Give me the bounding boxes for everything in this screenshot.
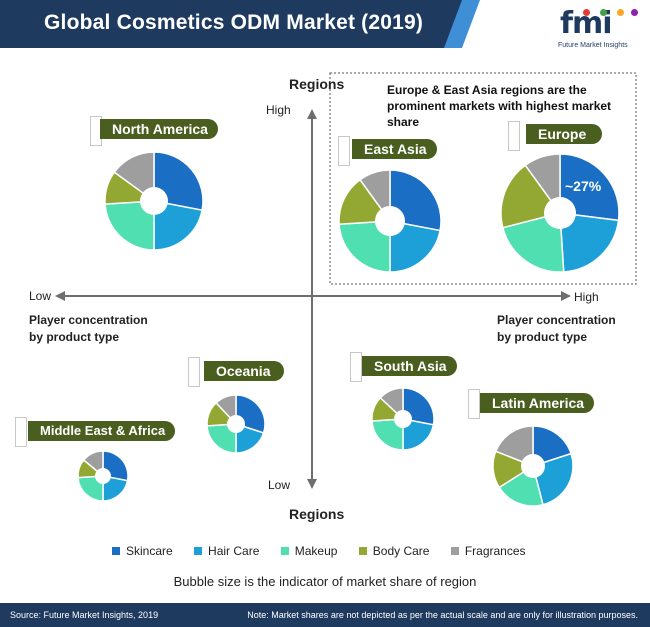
logo-dot-green bbox=[600, 9, 607, 16]
callout-text: Europe & East Asia regions are the promi… bbox=[387, 83, 612, 129]
legend-label-skincare: Skincare bbox=[126, 544, 173, 558]
header: Global Cosmetics ODM Market (2019) fmi F… bbox=[0, 0, 650, 49]
region-label-europe: Europe bbox=[526, 124, 603, 144]
callout-box bbox=[329, 72, 637, 285]
slice-oceania-makeup bbox=[206, 423, 237, 454]
page-title: Global Cosmetics ODM Market (2019) bbox=[44, 11, 424, 34]
logo-tagline: Future Market Insights bbox=[558, 42, 628, 49]
slice-latin-america-fragrances bbox=[494, 425, 534, 468]
tag-flag-latin-america bbox=[468, 389, 480, 419]
donut-hole-east-asia bbox=[375, 206, 405, 236]
donut-hole-south-asia bbox=[394, 410, 412, 428]
slice-east-asia-makeup bbox=[338, 220, 391, 273]
legend-swatch-hair-care bbox=[194, 547, 203, 555]
tag-flag-east-asia bbox=[338, 136, 350, 166]
y-axis-label-bottom: Regions bbox=[289, 506, 345, 522]
y-axis-high: High bbox=[266, 103, 291, 117]
x-axis-label-right-1: Player concentration bbox=[497, 313, 616, 327]
slice-europe-skincare bbox=[559, 153, 620, 222]
region-label-oceania: Oceania bbox=[204, 361, 285, 381]
x-axis-label-right-2: by product type bbox=[497, 330, 588, 344]
footer-source: Source: Future Market Insights, 2019 bbox=[10, 610, 159, 620]
legend-swatch-body-care bbox=[358, 547, 367, 555]
region-label-middle-east-africa: Middle East & Africa bbox=[28, 421, 176, 441]
donut-hole-europe bbox=[544, 197, 576, 229]
slice-europe-makeup bbox=[501, 212, 565, 273]
slice-south-asia-hair-care bbox=[402, 418, 435, 451]
logo-dot-red bbox=[583, 9, 590, 16]
legend-swatch-fragrances bbox=[450, 547, 459, 555]
tag-flag-europe bbox=[508, 121, 520, 151]
legend-label-hair-care: Hair Care bbox=[208, 544, 260, 558]
x-axis-label-left-2: by product type bbox=[29, 330, 120, 344]
legend-swatch-skincare bbox=[112, 547, 120, 555]
tag-flag-middle-east-africa bbox=[15, 417, 27, 447]
slice-south-asia-makeup bbox=[371, 418, 404, 451]
legend-item-body-care: Body Care bbox=[358, 544, 430, 558]
y-axis-label-top: Regions bbox=[289, 76, 345, 92]
region-label-latin-america: Latin America bbox=[480, 393, 595, 413]
slice-north-america-makeup bbox=[104, 200, 155, 251]
slice-europe-hair-care bbox=[559, 212, 620, 273]
legend-item-hair-care: Hair Care bbox=[194, 544, 259, 558]
legend-label-body-care: Body Care bbox=[372, 544, 430, 558]
x-axis-high: High bbox=[574, 290, 599, 304]
legend: Skincare Hair Care Makeup Body Care Frag… bbox=[112, 544, 544, 560]
footer-note: Note: Market shares are not depicted as … bbox=[247, 610, 638, 620]
legend-item-fragrances: Fragrances bbox=[450, 544, 526, 558]
title-bar bbox=[0, 0, 468, 48]
x-axis-low: Low bbox=[29, 289, 52, 303]
x-axis-label-left-1: Player concentration bbox=[29, 313, 148, 327]
slice-middle-east-and-africa-makeup bbox=[77, 475, 104, 502]
legend-swatch-makeup bbox=[280, 547, 289, 555]
region-label-north-america: North America bbox=[100, 119, 218, 139]
bubble-size-note: Bubble size is the indicator of market s… bbox=[173, 574, 477, 589]
slice-north-america-fragrances bbox=[113, 151, 155, 203]
fmi-logo: fmi Future Market Insights bbox=[558, 6, 644, 49]
legend-item-makeup: Makeup bbox=[280, 544, 338, 558]
logo-dot-purple bbox=[631, 9, 638, 16]
slice-south-asia-fragrances bbox=[379, 387, 404, 421]
donut-hole-latin-america bbox=[521, 454, 545, 478]
legend-label-fragrances: Fragrances bbox=[464, 544, 526, 558]
slice-north-america-hair-care bbox=[153, 200, 204, 251]
donut-hole-oceania bbox=[227, 415, 245, 433]
logo-dot-yellow bbox=[617, 9, 624, 16]
donut-hole-middle-east-and-africa bbox=[95, 468, 111, 484]
legend-item-skincare: Skincare bbox=[112, 544, 173, 558]
slice-europe-fragrances bbox=[524, 153, 561, 216]
donut-hole-north-america bbox=[140, 187, 168, 215]
tag-flag-south-asia bbox=[350, 352, 362, 382]
slice-east-asia-hair-care bbox=[389, 220, 441, 273]
footer: Source: Future Market Insights, 2019 Not… bbox=[0, 603, 650, 627]
europe-share-annotation: ~27% bbox=[565, 178, 602, 194]
y-axis-low: Low bbox=[268, 478, 291, 492]
region-label-east-asia: East Asia bbox=[352, 139, 437, 159]
tag-flag-oceania bbox=[188, 357, 200, 387]
region-label-south-asia: South Asia bbox=[362, 356, 457, 376]
legend-label-makeup: Makeup bbox=[294, 544, 338, 558]
